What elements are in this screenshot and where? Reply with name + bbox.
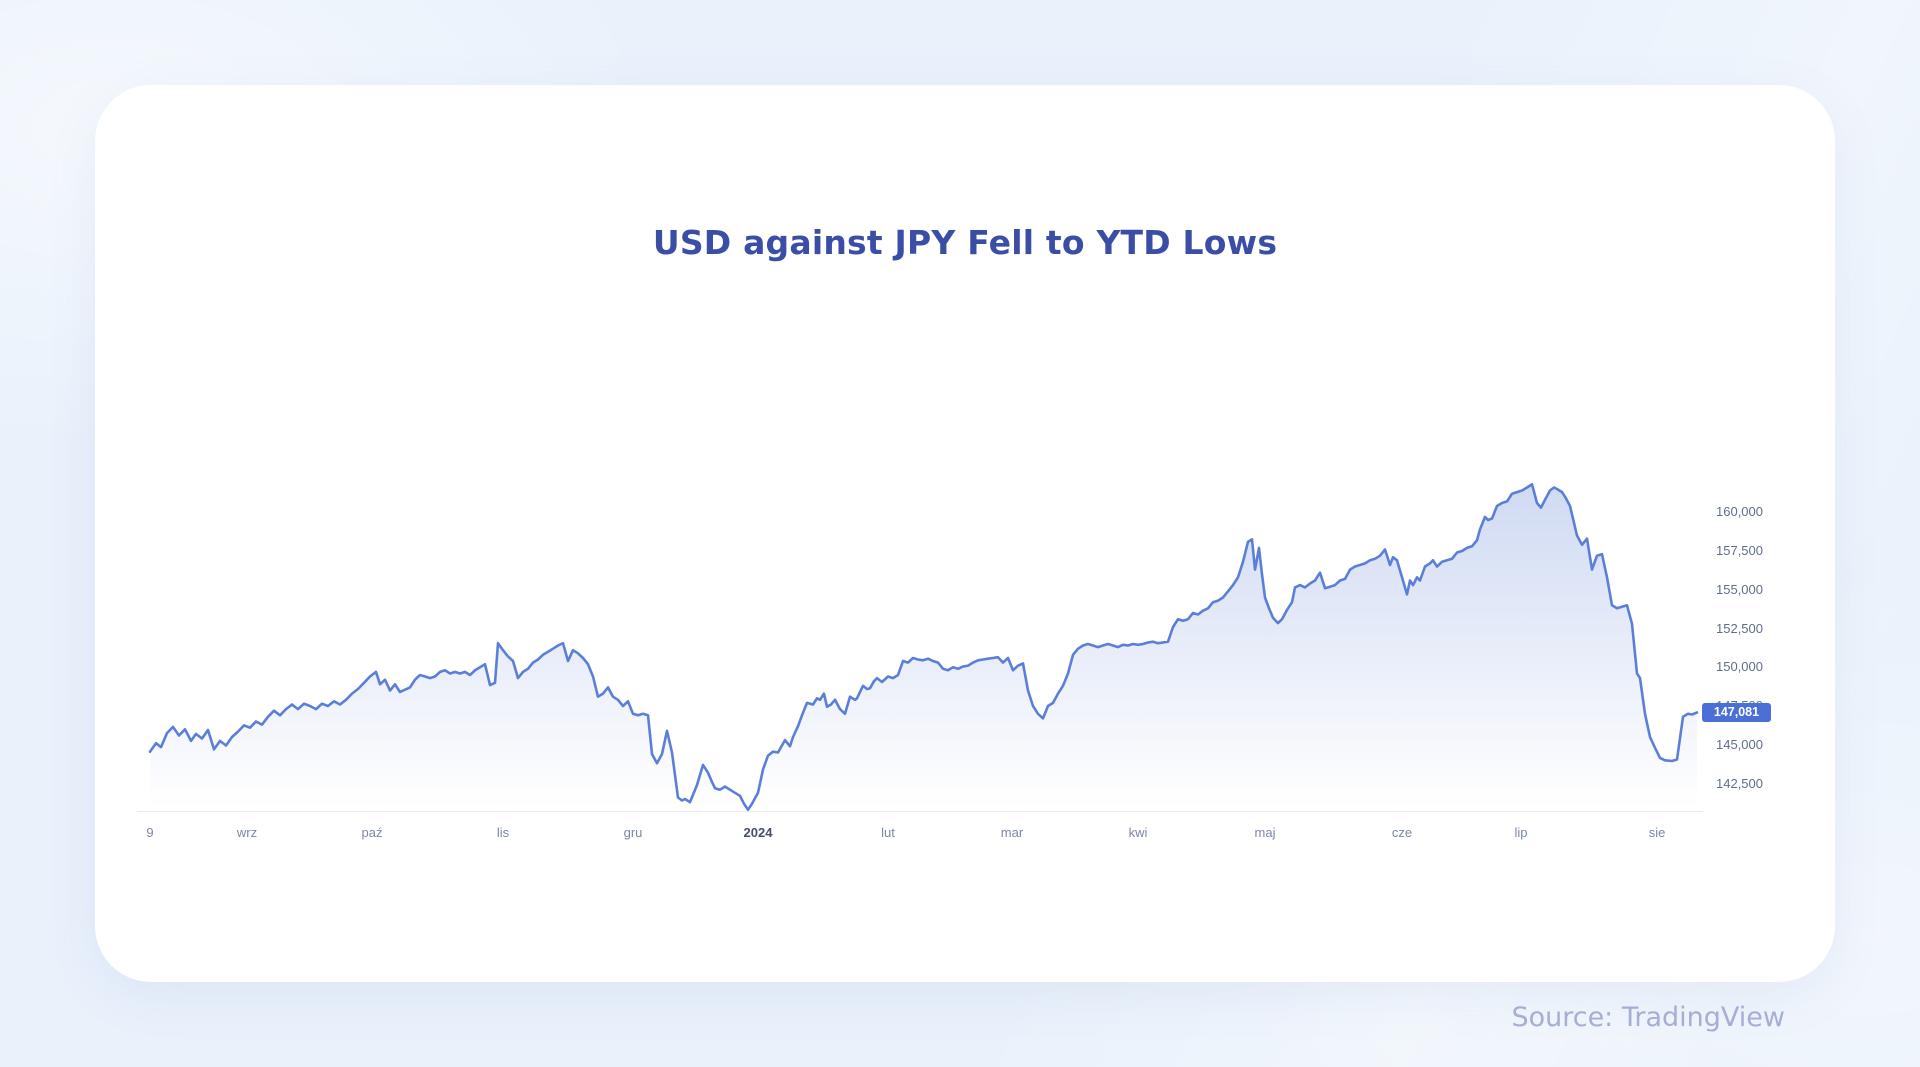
chart-card: USD against JPY Fell to YTD Lows 9 wrz paź…	[95, 85, 1835, 982]
chart-area: 9 wrz paź lis gru 2024 lut mar kwi maj cze lip sie 1…	[95, 85, 1835, 982]
y-axis-label-157,500: 157,500	[1716, 543, 1763, 558]
price-chart-canvas	[148, 483, 1699, 812]
x-axis-label-gru: gru	[623, 825, 643, 840]
y-axis-label-150,000: 150,000	[1716, 659, 1763, 675]
y-axis-label-142,500: 142,500	[1716, 775, 1763, 791]
price-line	[148, 483, 1699, 812]
x-axis-label-paź: paź	[361, 825, 383, 840]
y-axis-label-152,500: 152,500	[1716, 620, 1763, 636]
x-axis-label-kwi: kwi	[1128, 825, 1148, 840]
x-axis-baseline	[137, 811, 1703, 812]
x-axis-label-wrz: wrz	[236, 825, 258, 840]
chart-title: USD against JPY Fell to YTD Lows	[652, 223, 1278, 262]
last-price-badge: 147,081	[1702, 702, 1771, 722]
x-axis-label-lip: lip	[1514, 825, 1528, 840]
y-axis-label-145,000: 145,000	[1716, 736, 1763, 752]
x-axis-label-lis: lis	[496, 825, 510, 840]
x-axis-label-mar: mar	[1000, 825, 1024, 840]
x-axis-label-cze: cze	[1391, 825, 1413, 840]
x-axis-label-lut: lut	[881, 825, 895, 840]
y-axis-label-155,000: 155,000	[1716, 581, 1763, 597]
y-axis-label-160,000: 160,000	[1716, 504, 1763, 520]
source-attribution: Source: TradingView	[1511, 1002, 1785, 1033]
x-axis-label-2024: 2024	[743, 825, 773, 840]
x-axis-label-maj: maj	[1254, 825, 1276, 840]
x-axis-label-sie: sie	[1648, 825, 1666, 840]
price-area-fill	[150, 484, 1697, 810]
x-axis-label-9: 9	[146, 825, 154, 840]
